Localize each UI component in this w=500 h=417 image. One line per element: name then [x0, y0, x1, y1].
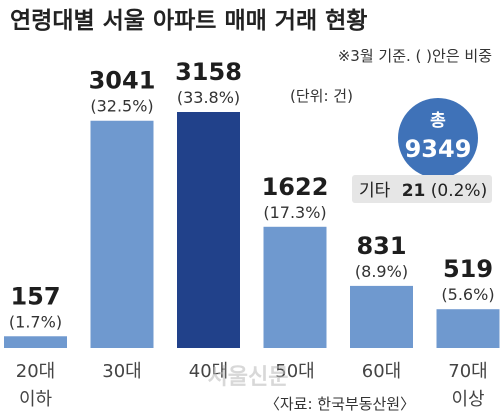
chart-title: 연령대별 서울 아파트 매매 거래 현황 [10, 8, 367, 34]
chart-note: ※3월 기준. ( )안은 비중 [338, 47, 492, 65]
value-label-0: 157 [10, 282, 60, 310]
bar-2 [177, 112, 240, 348]
category-label-0-1: 이하 [19, 389, 53, 410]
total-circle [398, 98, 478, 178]
value-label-4: 831 [356, 232, 406, 260]
value-label-3: 1622 [262, 173, 329, 201]
bar-0 [4, 336, 67, 348]
other-text: 기타 21 (0.2%) [359, 181, 487, 201]
unit-label: (단위: 건) [290, 87, 353, 105]
share-label-2: (33.8%) [177, 88, 240, 107]
bar-5 [436, 309, 500, 348]
category-label-5-0: 70대 [448, 361, 487, 382]
bar-3 [263, 226, 327, 348]
category-label-5-1: 이상 [451, 389, 484, 410]
category-label-1-0: 30대 [102, 361, 141, 382]
bar-4 [350, 285, 413, 348]
other-box [352, 175, 492, 203]
value-labels-group: 157 (1.7%) 3041 (32.5%) 3158 (33.8%) 1622 (17.3… [9, 58, 495, 331]
share-label-0: (1.7%) [9, 312, 62, 331]
share-label-3: (17.3%) [263, 203, 326, 222]
share-label-1: (32.5%) [90, 97, 153, 116]
value-label-5: 519 [443, 255, 493, 283]
other-label: 기타 [359, 181, 391, 201]
source-label: 〈자료: 한국부동산원〉 [265, 395, 415, 413]
category-label-3-0: 50대 [275, 361, 314, 382]
bars-group [4, 112, 500, 349]
share-label-5: (5.6%) [441, 285, 494, 304]
total-value: 9349 [405, 135, 472, 163]
share-label-4: (8.9%) [355, 262, 408, 281]
value-label-2: 3158 [175, 58, 242, 86]
other-value: 21 [402, 181, 426, 201]
category-label-2-0: 40대 [189, 361, 228, 382]
watermark: 서울신문 [208, 365, 289, 390]
category-label-4-0: 60대 [362, 361, 401, 382]
total-label: 총 [430, 111, 446, 131]
other-share: (0.2%) [431, 181, 487, 201]
bar-1 [90, 120, 154, 349]
category-label-0-0: 20대 [16, 361, 55, 382]
value-label-1: 3041 [89, 67, 156, 95]
